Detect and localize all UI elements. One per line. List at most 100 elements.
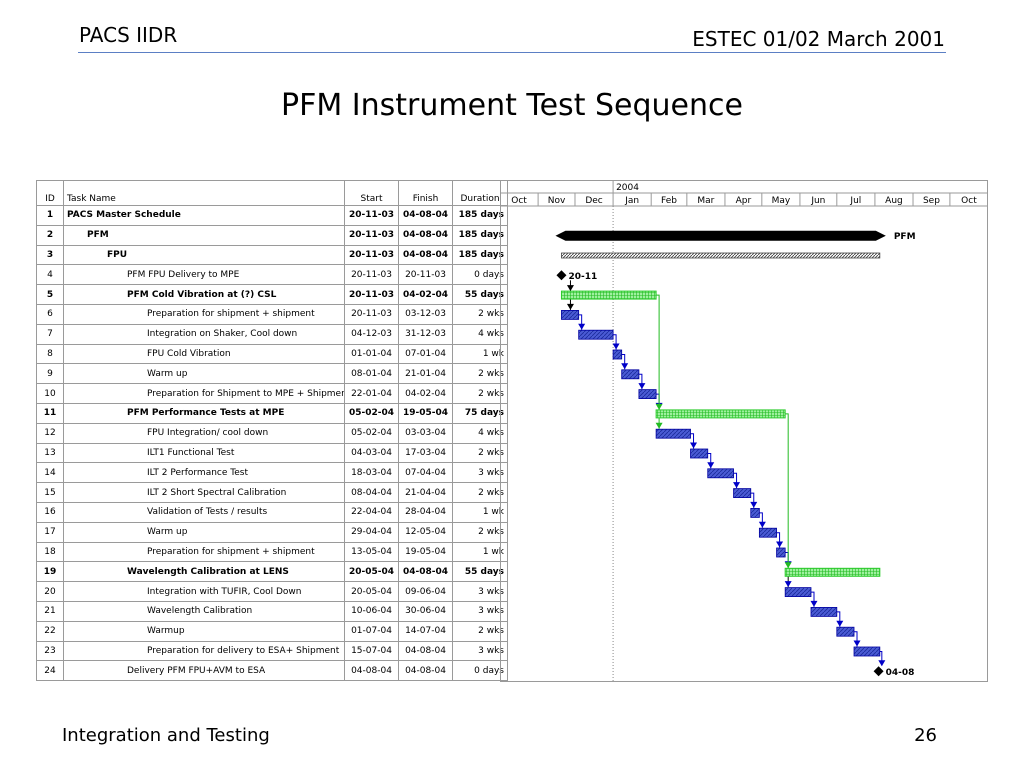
task-name-cell: Wavelength Calibration	[63, 600, 345, 622]
task-id-cell: 20	[36, 581, 64, 602]
task-finish-cell: 04-08-04	[398, 224, 453, 246]
link-arrowhead	[878, 660, 886, 667]
task-start-cell: 10-06-04	[344, 600, 399, 622]
month-label: Jan	[624, 196, 639, 206]
milestone-marker	[873, 666, 884, 677]
task-name-cell: ILT 2 Short Spectral Calibration	[63, 482, 345, 503]
footer-left-label: Integration and Testing	[62, 725, 270, 746]
table-row[interactable]: 14 ILT 2 Performance Test 18-03-04 07-04-04…	[36, 462, 508, 484]
task-start-cell: 20-11-03	[344, 303, 399, 325]
task-bar	[612, 349, 623, 360]
task-name-cell: Wavelength Calibration at LENS	[63, 561, 345, 583]
task-name-cell: Warm up	[63, 363, 345, 385]
task-id-cell: 9	[36, 363, 64, 385]
column-header-id[interactable]: ID	[36, 193, 64, 206]
table-row[interactable]: 6 Preparation for shipment + shipment 20-1…	[36, 303, 508, 325]
task-name-cell: Preparation for shipment + shipment	[63, 541, 345, 563]
table-row[interactable]: 9 Warm up 08-01-04 21-01-04 2 wks	[36, 363, 508, 385]
table-row[interactable]: 21 Wavelength Calibration 10-06-04 30-06-04…	[36, 600, 508, 622]
table-row[interactable]: 24 Delivery PFM FPU+AVM to ESA 04-08-04 04-…	[36, 660, 508, 682]
table-row[interactable]: 10 Preparation for Shipment to MPE + Ship…	[36, 383, 508, 404]
gantt-links	[566, 280, 886, 667]
task-id-cell: 23	[36, 640, 64, 662]
table-header-spacer	[36, 180, 508, 193]
task-start-cell: 22-01-04	[344, 383, 399, 404]
month-label: Nov	[548, 196, 566, 206]
gantt-chart: 2004 Oct Nov Dec Jan Feb Mar Apr May Jun Jul Aug Sep…	[500, 180, 988, 682]
task-name-cell: PFM FPU Delivery to MPE	[63, 264, 345, 286]
task-bar	[776, 547, 786, 558]
table-row[interactable]: 16 Validation of Tests / results 22-04-04 2…	[36, 501, 508, 523]
task-duration-cell: 4 wks	[452, 422, 508, 444]
task-id-cell: 17	[36, 521, 64, 543]
task-finish-cell: 03-12-03	[398, 303, 453, 325]
link-arrowhead	[566, 303, 574, 310]
task-id-cell: 15	[36, 482, 64, 503]
link-arrowhead	[784, 562, 792, 569]
gantt-timescale: 2004 Oct Nov Dec Jan Feb Mar Apr May Jun Jul Aug Sep…	[500, 180, 988, 682]
task-finish-cell: 04-02-04	[398, 284, 453, 305]
task-name-cell: Validation of Tests / results	[63, 501, 345, 523]
link-arrowhead	[776, 541, 784, 548]
link-arrowhead	[784, 581, 792, 588]
task-start-cell: 08-04-04	[344, 482, 399, 503]
table-row[interactable]: 11 PFM Performance Tests at MPE 05-02-04 19…	[36, 402, 508, 424]
task-table: ID Task Name Start Finish Duration 1 PACS…	[36, 180, 508, 682]
table-row[interactable]: 15 ILT 2 Short Spectral Calibration 08-04-…	[36, 482, 508, 503]
task-id-cell: 14	[36, 462, 64, 484]
table-row[interactable]: 22 Warmup 01-07-04 14-07-04 2 wks	[36, 620, 508, 642]
task-name-cell: PFM Cold Vibration at (?) CSL	[63, 284, 345, 305]
task-start-cell: 01-07-04	[344, 620, 399, 642]
table-row[interactable]: 13 ILT1 Functional Test 04-03-04 17-03-04 2 …	[36, 442, 508, 464]
task-finish-cell: 19-05-04	[398, 402, 453, 424]
year-label: 2004	[616, 183, 639, 193]
task-name-cell: Warm up	[63, 521, 345, 543]
task-id-cell: 3	[36, 244, 64, 266]
task-id-cell: 19	[36, 561, 64, 583]
summary-label: PFM	[894, 232, 916, 242]
table-row[interactable]: 5 PFM Cold Vibration at (?) CSL 20-11-03 04…	[36, 284, 508, 305]
task-bar	[578, 329, 614, 340]
task-table-body: 1 PACS Master Schedule 20-11-03 04-08-04 185…	[36, 205, 508, 682]
link-arrowhead	[578, 323, 586, 330]
header-left-label: PACS IIDR	[79, 23, 178, 47]
task-name-cell: Integration on Shaker, Cool down	[63, 323, 345, 345]
task-start-cell: 20-11-03	[344, 264, 399, 286]
table-row[interactable]: 17 Warm up 29-04-04 12-05-04 2 wks	[36, 521, 508, 543]
task-start-cell: 15-07-04	[344, 640, 399, 662]
month-label: Aug	[885, 196, 903, 206]
task-start-cell: 04-12-03	[344, 323, 399, 345]
table-row[interactable]: 12 FPU Integration/ cool down 05-02-04 03-0…	[36, 422, 508, 444]
table-row[interactable]: 23 Preparation for delivery to ESA+ Shipm…	[36, 640, 508, 662]
table-row[interactable]: 8 FPU Cold Vibration 01-01-04 07-01-04 1 wk	[36, 343, 508, 365]
task-start-cell: 22-04-04	[344, 501, 399, 523]
link-arrowhead	[638, 383, 646, 390]
header-divider	[78, 52, 946, 53]
milestone-label: 20-11	[568, 272, 597, 282]
month-label: Apr	[736, 196, 752, 206]
column-header-task-name[interactable]: Task Name	[63, 193, 345, 206]
table-row[interactable]: 7 Integration on Shaker, Cool down 04-12-0…	[36, 323, 508, 345]
month-label: Mar	[697, 196, 714, 206]
column-header-start[interactable]: Start	[344, 193, 399, 206]
task-name-cell: PACS Master Schedule	[63, 205, 345, 226]
table-row[interactable]: 20 Integration with TUFIR, Cool Down 20-05…	[36, 581, 508, 602]
month-label: Jun	[810, 196, 825, 206]
dependency-link	[656, 294, 660, 410]
task-start-cell: 20-11-03	[344, 224, 399, 246]
task-start-cell: 29-04-04	[344, 521, 399, 543]
table-row[interactable]: 2 PFM 20-11-03 04-08-04 185 days	[36, 224, 508, 246]
task-id-cell: 4	[36, 264, 64, 286]
table-row[interactable]: 19 Wavelength Calibration at LENS 20-05-04…	[36, 561, 508, 583]
table-row[interactable]: 4 PFM FPU Delivery to MPE 20-11-03 20-11-03…	[36, 264, 508, 286]
task-bar	[836, 626, 855, 637]
table-row[interactable]: 1 PACS Master Schedule 20-11-03 04-08-04 185…	[36, 205, 508, 226]
task-id-cell: 13	[36, 442, 64, 464]
table-row[interactable]: 3 FPU 20-11-03 04-08-04 185 days	[36, 244, 508, 266]
task-bar	[758, 527, 777, 538]
table-row[interactable]: 18 Preparation for shipment + shipment 13-…	[36, 541, 508, 563]
task-duration-cell: 3 wks	[452, 462, 508, 484]
column-header-finish[interactable]: Finish	[398, 193, 453, 206]
milestone-label: 04-08	[886, 668, 915, 678]
task-start-cell: 04-03-04	[344, 442, 399, 464]
